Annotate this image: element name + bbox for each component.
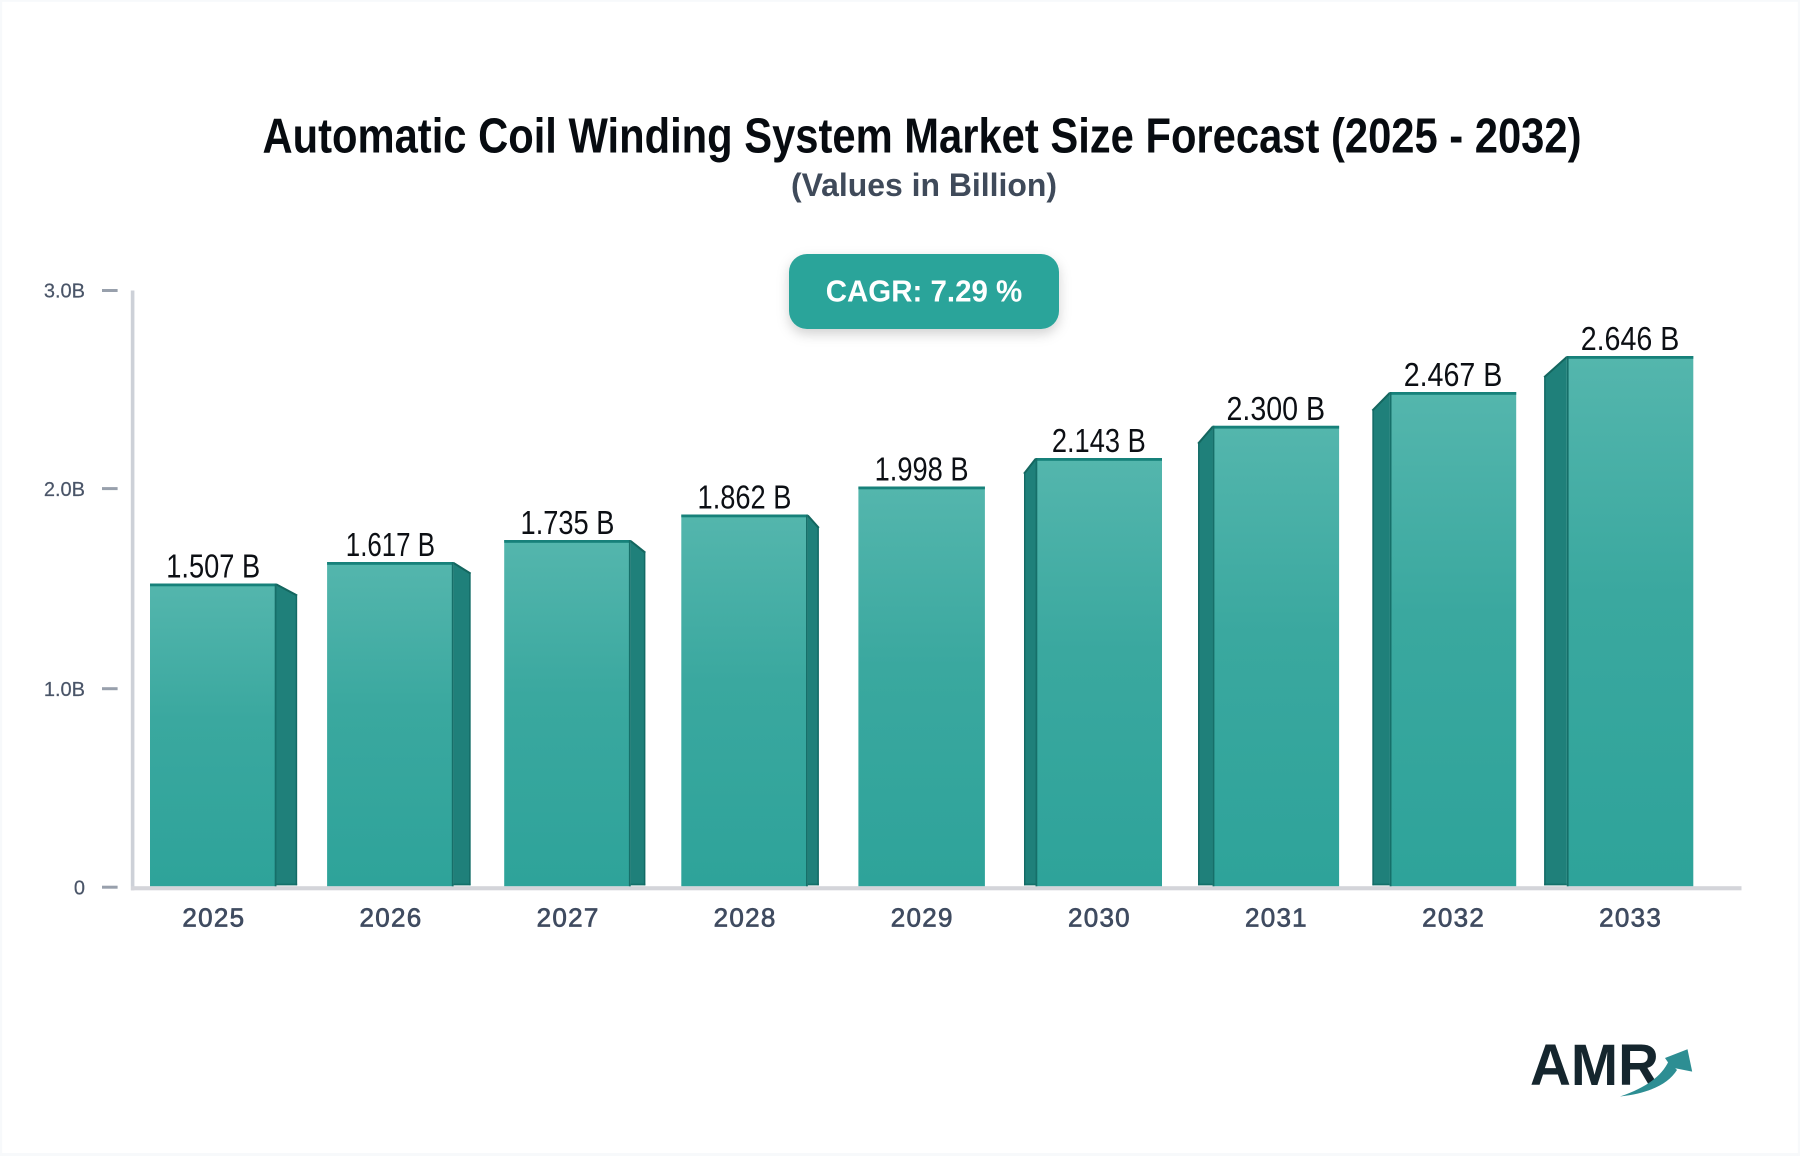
svg-text:2.300 B: 2.300 B xyxy=(1227,390,1326,427)
svg-text:1.617 B: 1.617 B xyxy=(346,526,435,563)
svg-text:2028: 2028 xyxy=(714,903,776,933)
svg-text:3.0B: 3.0B xyxy=(44,281,85,303)
svg-text:2.143 B: 2.143 B xyxy=(1052,422,1146,459)
svg-text:CAGR: 7.29 %: CAGR: 7.29 % xyxy=(826,273,1023,308)
svg-text:2030: 2030 xyxy=(1068,903,1130,933)
svg-text:2033: 2033 xyxy=(1599,903,1661,933)
svg-text:1.862 B: 1.862 B xyxy=(698,479,792,516)
svg-text:1.0B: 1.0B xyxy=(44,679,85,701)
svg-text:1.998 B: 1.998 B xyxy=(875,451,969,488)
svg-text:1.507 B: 1.507 B xyxy=(166,548,260,585)
svg-text:2031: 2031 xyxy=(1245,903,1307,933)
svg-text:1.735 B: 1.735 B xyxy=(521,504,615,541)
svg-text:Automatic Coil Winding System: Automatic Coil Winding System Market Siz… xyxy=(263,110,1582,164)
svg-text:2032: 2032 xyxy=(1422,903,1484,933)
svg-text:2025: 2025 xyxy=(182,903,244,933)
svg-text:(Values in Billion): (Values in Billion) xyxy=(791,167,1057,203)
svg-text:2.646 B: 2.646 B xyxy=(1581,320,1680,357)
svg-text:2.467 B: 2.467 B xyxy=(1404,356,1503,393)
svg-text:AMR: AMR xyxy=(1530,1033,1659,1098)
svg-text:0: 0 xyxy=(74,877,85,899)
svg-text:2.0B: 2.0B xyxy=(44,479,85,501)
svg-text:2029: 2029 xyxy=(891,903,953,933)
svg-text:2026: 2026 xyxy=(360,903,422,933)
svg-text:2027: 2027 xyxy=(537,903,599,933)
